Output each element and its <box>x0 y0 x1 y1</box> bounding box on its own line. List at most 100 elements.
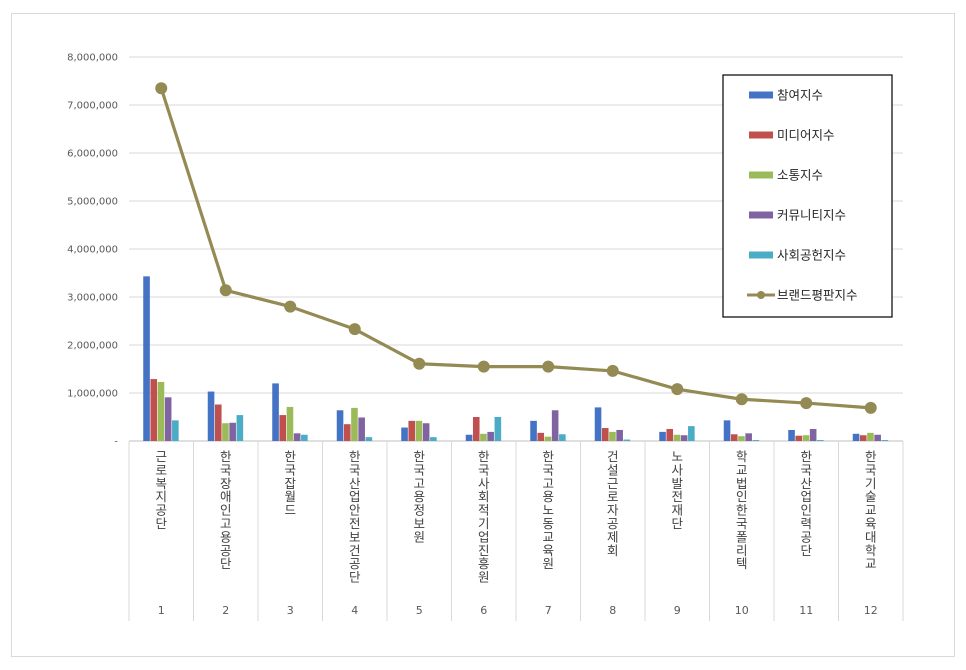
legend-label: 미디어지수 <box>777 128 835 143</box>
bar <box>143 276 150 441</box>
line-series <box>159 87 871 410</box>
category-number: 1 <box>158 604 165 617</box>
legend-swatch <box>749 211 773 219</box>
bar <box>286 406 294 441</box>
line-point <box>477 360 490 373</box>
legend-label: 브랜드평판지수 <box>777 288 858 303</box>
bar <box>867 432 874 441</box>
bar <box>236 415 244 441</box>
line-point <box>606 364 619 377</box>
bar <box>293 433 301 441</box>
bar <box>222 423 229 441</box>
bar <box>859 435 867 441</box>
bar <box>164 397 172 441</box>
legend-swatch <box>749 171 773 179</box>
y-tick-label: 1,000,000 <box>67 389 118 400</box>
bar <box>207 391 215 441</box>
y-tick-label: 6,000,000 <box>67 149 118 160</box>
bar <box>559 434 566 441</box>
bar <box>358 417 365 441</box>
legend-swatch <box>749 131 773 139</box>
legend-line-marker <box>757 291 765 299</box>
bar <box>551 410 559 441</box>
bar <box>172 420 179 441</box>
bar <box>472 417 480 441</box>
bar <box>881 440 889 441</box>
bar <box>415 420 423 441</box>
bar <box>343 424 351 441</box>
bar <box>874 434 881 441</box>
category-number: 3 <box>287 604 294 617</box>
bar <box>809 429 817 441</box>
bar <box>795 435 803 441</box>
bar <box>745 433 752 441</box>
bar <box>738 436 745 441</box>
legend-swatch <box>749 251 773 259</box>
bar <box>279 415 287 441</box>
bar <box>365 437 373 441</box>
bar <box>157 381 165 441</box>
bar <box>537 432 545 441</box>
y-tick-label: 8,000,000 <box>67 53 118 64</box>
bar <box>673 434 681 441</box>
line-point <box>864 401 877 414</box>
legend-label: 커뮤니티지수 <box>777 208 846 223</box>
bar <box>659 431 666 441</box>
bar <box>616 429 623 441</box>
bar <box>351 407 358 441</box>
bar <box>430 437 437 441</box>
bar <box>601 428 609 441</box>
legend-box <box>722 74 893 318</box>
legend-label: 소통지수 <box>777 168 823 183</box>
bar <box>487 431 494 441</box>
category-number: 12 <box>864 604 878 617</box>
bar <box>594 407 602 441</box>
category-number: 5 <box>416 604 423 617</box>
bar <box>544 436 552 441</box>
bar <box>150 379 158 441</box>
bar <box>401 427 408 441</box>
bar <box>852 433 860 441</box>
bar <box>609 431 616 441</box>
category-number: 2 <box>222 604 229 617</box>
bar <box>530 420 537 441</box>
y-tick-label: 2,000,000 <box>67 341 118 352</box>
bar <box>666 429 674 441</box>
line-point <box>284 300 297 313</box>
y-tick-label: 3,000,000 <box>67 293 118 304</box>
bar <box>214 404 222 441</box>
category-number: 6 <box>480 604 487 617</box>
bar <box>730 434 738 441</box>
category-number: 11 <box>799 604 813 617</box>
bar <box>336 410 344 441</box>
category-number: 9 <box>674 604 681 617</box>
line-point <box>219 284 232 297</box>
bar <box>817 440 824 441</box>
category-number: 7 <box>545 604 552 617</box>
chart-frame: 8,000,000 7,000,000 6,000,000 5,000,000 4,00… <box>11 13 955 657</box>
line-point <box>542 360 555 373</box>
line-point <box>735 393 748 406</box>
legend-swatch <box>749 91 773 99</box>
y-tick-label: 5,000,000 <box>67 197 118 208</box>
line-point <box>671 383 684 396</box>
chart-svg: 8,000,000 7,000,000 6,000,000 5,000,000 4,00… <box>67 53 904 621</box>
category-number: 10 <box>735 604 749 617</box>
bar <box>688 426 695 441</box>
bar <box>301 434 308 441</box>
bar <box>422 423 430 441</box>
y-tick-label: - <box>114 437 118 448</box>
line-point <box>348 323 361 336</box>
line-point <box>800 397 813 410</box>
